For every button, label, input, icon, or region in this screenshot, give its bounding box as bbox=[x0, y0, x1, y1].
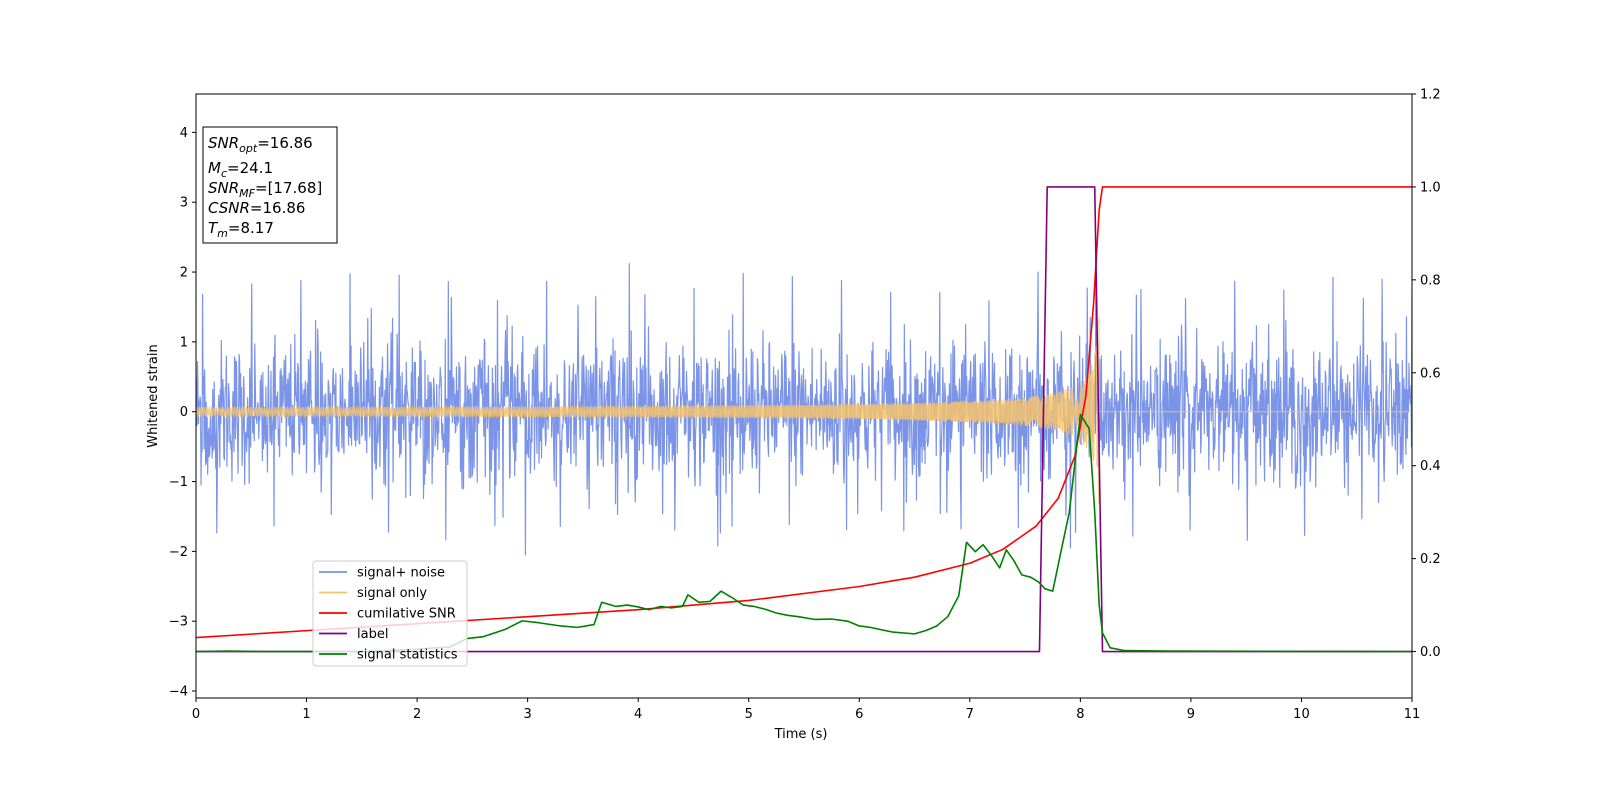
axes-layer: 0 1 2 3 4 5 6 7 8 9 10 11 −4 −3 −2 −1 0 1 2 3 4 0.0 0.2 0.4 0.6 0… bbox=[169, 88, 1441, 723]
x-tick-label: 9 bbox=[1187, 707, 1195, 722]
legend-frame bbox=[312, 560, 468, 667]
y-tick-label: −3 bbox=[169, 615, 188, 630]
annotation-snr-opt: SNRopt=16.86 bbox=[208, 134, 313, 155]
legend: signal+ noise signal only cumilative SNR la… bbox=[312, 560, 468, 667]
y-tick-label: 3 bbox=[180, 196, 188, 211]
annotation-snr-mf: SNRMF=[17.68] bbox=[208, 179, 322, 200]
x-tick-label: 5 bbox=[745, 707, 753, 722]
y2-tick-label: 0.8 bbox=[1420, 273, 1441, 288]
x-tick-label: 2 bbox=[413, 707, 421, 722]
y2-tick-label: 0.0 bbox=[1420, 645, 1441, 660]
y-tick-label: 4 bbox=[180, 126, 188, 141]
plot-frame bbox=[195, 93, 1413, 699]
series-signal-only bbox=[196, 317, 1412, 504]
legend-label: label bbox=[357, 627, 388, 642]
y-tick-label: −1 bbox=[169, 475, 188, 490]
annotation-frame bbox=[202, 126, 338, 244]
x-tick-label: 8 bbox=[1076, 707, 1084, 722]
y2-tick-label: 0.4 bbox=[1420, 459, 1441, 474]
x-tick-label: 1 bbox=[302, 707, 310, 722]
y-tick-label: 0 bbox=[180, 405, 188, 420]
x-tick-label: 7 bbox=[966, 707, 974, 722]
y-axis-label: Whitened strain bbox=[146, 344, 161, 447]
annotation-tm: Tm=8.17 bbox=[208, 219, 274, 240]
y-tick-label: 2 bbox=[180, 266, 188, 281]
legend-label: signal+ noise bbox=[357, 566, 445, 581]
series-signal-statistics bbox=[196, 413, 1412, 653]
y2-tick-label: 1.0 bbox=[1420, 180, 1441, 195]
legend-label: signal only bbox=[357, 586, 427, 601]
x-tick-label: 3 bbox=[523, 707, 531, 722]
x-tick-label: 11 bbox=[1404, 707, 1421, 722]
plot-data-layer bbox=[196, 186, 1412, 653]
y2-tick-label: 0.6 bbox=[1420, 366, 1441, 381]
series-cumilative-snr bbox=[196, 186, 1412, 639]
annotation-mc: Mc=24.1 bbox=[208, 159, 273, 180]
x-tick-label: 0 bbox=[192, 707, 200, 722]
y-tick-label: −4 bbox=[169, 685, 188, 700]
annotation-box: SNRopt=16.86 Mc=24.1 SNRMF=[17.68] CSNR=… bbox=[202, 126, 338, 244]
x-tick-label: 6 bbox=[855, 707, 863, 722]
y-tick-label: −2 bbox=[169, 545, 188, 560]
annotation-csnr: CSNR=16.86 bbox=[208, 199, 305, 217]
x-tick-label: 10 bbox=[1293, 707, 1310, 722]
y2-tick-label: 0.2 bbox=[1420, 552, 1441, 567]
legend-label: cumilative SNR bbox=[357, 607, 456, 622]
x-axis-label: Time (s) bbox=[774, 727, 828, 742]
y-tick-label: 1 bbox=[180, 335, 188, 350]
x-tick-label: 4 bbox=[634, 707, 642, 722]
y2-tick-label: 1.2 bbox=[1420, 88, 1441, 103]
legend-label: signal statistics bbox=[357, 648, 458, 663]
